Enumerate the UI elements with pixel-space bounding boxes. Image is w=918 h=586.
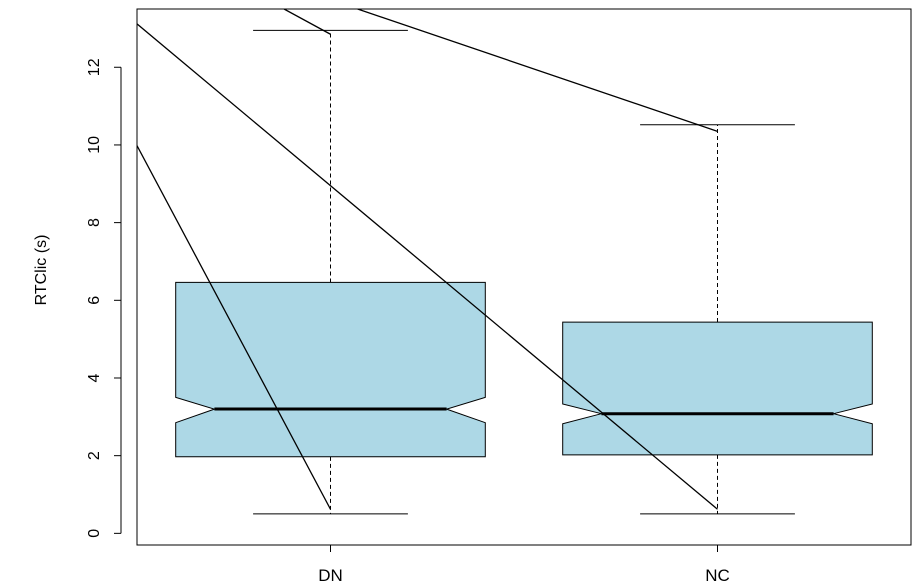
y-axis-title: RTClic (s) xyxy=(33,235,50,306)
box-body xyxy=(562,321,873,456)
y-tick-label: 0 xyxy=(86,529,103,538)
x-tick-label: DN xyxy=(318,566,343,585)
overlay-line xyxy=(283,9,331,35)
box-nc xyxy=(562,124,873,515)
y-tick-label: 12 xyxy=(86,58,103,76)
y-tick-label: 6 xyxy=(86,296,103,305)
box-body xyxy=(175,281,486,458)
plot-frame xyxy=(136,8,912,546)
plot-area xyxy=(136,8,912,546)
x-axis: DN NC xyxy=(318,545,730,585)
overlay-line xyxy=(137,144,332,510)
y-axis: 0 2 4 6 8 10 12 xyxy=(86,58,122,538)
box-dn xyxy=(175,29,486,515)
overlay-line xyxy=(357,9,718,132)
overlay-lines xyxy=(137,9,718,510)
y-tick-label: 4 xyxy=(86,373,103,382)
y-tick-label: 2 xyxy=(86,451,103,460)
y-tick-label: 8 xyxy=(86,218,103,227)
x-tick-label: NC xyxy=(705,566,730,585)
y-tick-label: 10 xyxy=(86,136,103,154)
overlay-line xyxy=(137,23,718,510)
